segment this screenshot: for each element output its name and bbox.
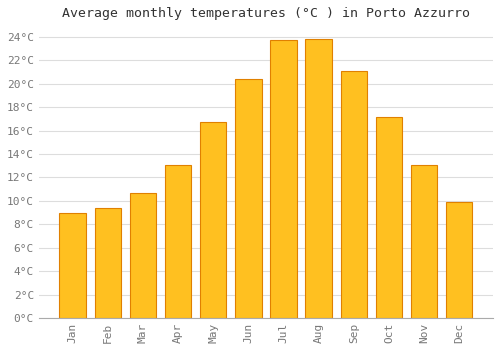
Title: Average monthly temperatures (°C ) in Porto Azzurro: Average monthly temperatures (°C ) in Po… (62, 7, 470, 20)
Bar (130, 193, 156, 318)
Bar (94, 208, 121, 318)
Bar (411, 164, 438, 318)
Bar (235, 79, 262, 318)
Bar (340, 71, 367, 318)
Bar (200, 122, 226, 318)
Bar (165, 164, 191, 318)
Bar (376, 117, 402, 318)
Bar (306, 39, 332, 318)
Bar (60, 212, 86, 318)
Bar (270, 41, 296, 318)
Bar (446, 202, 472, 318)
